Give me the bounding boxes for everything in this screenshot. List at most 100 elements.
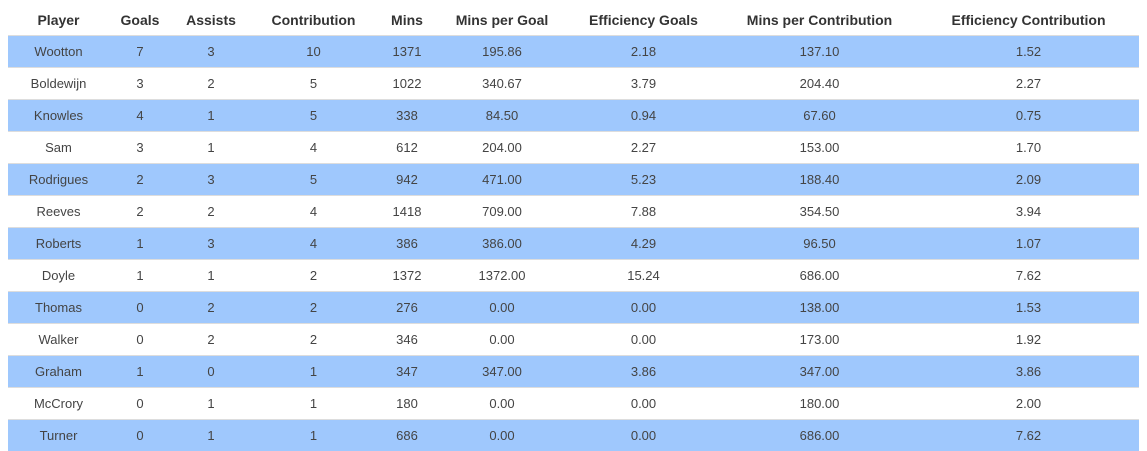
header-goals[interactable]: Goals xyxy=(109,5,171,36)
cell-mins: 276 xyxy=(376,292,438,324)
cell-goals: 0 xyxy=(109,420,171,451)
cell-efficiency-goals: 0.00 xyxy=(566,324,721,356)
cell-mins-per-goal: 709.00 xyxy=(438,196,566,228)
cell-goals: 1 xyxy=(109,356,171,388)
header-efficiency-goals[interactable]: Efficiency Goals xyxy=(566,5,721,36)
cell-contribution: 1 xyxy=(251,356,376,388)
cell-efficiency-goals: 0.00 xyxy=(566,388,721,420)
cell-assists: 1 xyxy=(171,260,251,292)
cell-contribution: 5 xyxy=(251,68,376,100)
cell-efficiency-goals: 7.88 xyxy=(566,196,721,228)
cell-efficiency-goals: 2.18 xyxy=(566,36,721,68)
cell-efficiency-goals: 4.29 xyxy=(566,228,721,260)
cell-efficiency-contribution: 3.86 xyxy=(918,356,1139,388)
player-stats-table: Player Goals Assists Contribution Mins M… xyxy=(8,5,1139,451)
cell-goals: 3 xyxy=(109,68,171,100)
header-mins[interactable]: Mins xyxy=(376,5,438,36)
header-mins-per-contribution[interactable]: Mins per Contribution xyxy=(721,5,918,36)
cell-efficiency-goals: 3.86 xyxy=(566,356,721,388)
header-mins-per-goal[interactable]: Mins per Goal xyxy=(438,5,566,36)
cell-efficiency-goals: 3.79 xyxy=(566,68,721,100)
header-contribution[interactable]: Contribution xyxy=(251,5,376,36)
cell-mins-per-goal: 195.86 xyxy=(438,36,566,68)
cell-assists: 2 xyxy=(171,292,251,324)
cell-mins: 386 xyxy=(376,228,438,260)
cell-assists: 2 xyxy=(171,68,251,100)
cell-mins-per-contribution: 347.00 xyxy=(721,356,918,388)
cell-mins-per-contribution: 138.00 xyxy=(721,292,918,324)
table-header: Player Goals Assists Contribution Mins M… xyxy=(8,5,1139,36)
cell-efficiency-contribution: 3.94 xyxy=(918,196,1139,228)
cell-player: Thomas xyxy=(8,292,109,324)
cell-efficiency-goals: 0.94 xyxy=(566,100,721,132)
cell-mins-per-contribution: 67.60 xyxy=(721,100,918,132)
cell-efficiency-contribution: 2.00 xyxy=(918,388,1139,420)
cell-mins-per-goal: 0.00 xyxy=(438,324,566,356)
cell-efficiency-goals: 0.00 xyxy=(566,420,721,451)
cell-contribution: 4 xyxy=(251,228,376,260)
header-assists[interactable]: Assists xyxy=(171,5,251,36)
cell-mins-per-contribution: 686.00 xyxy=(721,420,918,451)
header-efficiency-contribution[interactable]: Efficiency Contribution xyxy=(918,5,1139,36)
cell-mins: 180 xyxy=(376,388,438,420)
cell-mins-per-contribution: 137.10 xyxy=(721,36,918,68)
cell-mins-per-contribution: 153.00 xyxy=(721,132,918,164)
cell-efficiency-goals: 2.27 xyxy=(566,132,721,164)
cell-contribution: 1 xyxy=(251,388,376,420)
cell-mins-per-contribution: 686.00 xyxy=(721,260,918,292)
cell-efficiency-contribution: 7.62 xyxy=(918,260,1139,292)
cell-goals: 4 xyxy=(109,100,171,132)
cell-mins-per-goal: 340.67 xyxy=(438,68,566,100)
cell-mins: 1022 xyxy=(376,68,438,100)
cell-efficiency-contribution: 1.07 xyxy=(918,228,1139,260)
cell-assists: 3 xyxy=(171,164,251,196)
cell-mins-per-contribution: 173.00 xyxy=(721,324,918,356)
header-row: Player Goals Assists Contribution Mins M… xyxy=(8,5,1139,36)
cell-mins-per-goal: 84.50 xyxy=(438,100,566,132)
cell-player: Rodrigues xyxy=(8,164,109,196)
cell-goals: 0 xyxy=(109,292,171,324)
cell-goals: 0 xyxy=(109,324,171,356)
cell-contribution: 1 xyxy=(251,420,376,451)
cell-assists: 1 xyxy=(171,132,251,164)
cell-mins: 1371 xyxy=(376,36,438,68)
cell-assists: 1 xyxy=(171,420,251,451)
cell-player: Knowles xyxy=(8,100,109,132)
cell-efficiency-contribution: 7.62 xyxy=(918,420,1139,451)
cell-mins-per-goal: 0.00 xyxy=(438,388,566,420)
cell-player: Wootton xyxy=(8,36,109,68)
cell-player: Roberts xyxy=(8,228,109,260)
cell-mins-per-goal: 347.00 xyxy=(438,356,566,388)
header-player[interactable]: Player xyxy=(8,5,109,36)
cell-efficiency-contribution: 0.75 xyxy=(918,100,1139,132)
cell-mins-per-contribution: 96.50 xyxy=(721,228,918,260)
cell-player: Reeves xyxy=(8,196,109,228)
cell-assists: 1 xyxy=(171,100,251,132)
cell-player: Walker xyxy=(8,324,109,356)
cell-mins: 346 xyxy=(376,324,438,356)
cell-assists: 2 xyxy=(171,196,251,228)
cell-mins-per-goal: 0.00 xyxy=(438,420,566,451)
cell-mins: 942 xyxy=(376,164,438,196)
cell-mins-per-goal: 204.00 xyxy=(438,132,566,164)
cell-goals: 1 xyxy=(109,260,171,292)
cell-mins: 686 xyxy=(376,420,438,451)
cell-mins-per-contribution: 188.40 xyxy=(721,164,918,196)
cell-assists: 3 xyxy=(171,228,251,260)
cell-efficiency-contribution: 2.27 xyxy=(918,68,1139,100)
cell-contribution: 4 xyxy=(251,132,376,164)
